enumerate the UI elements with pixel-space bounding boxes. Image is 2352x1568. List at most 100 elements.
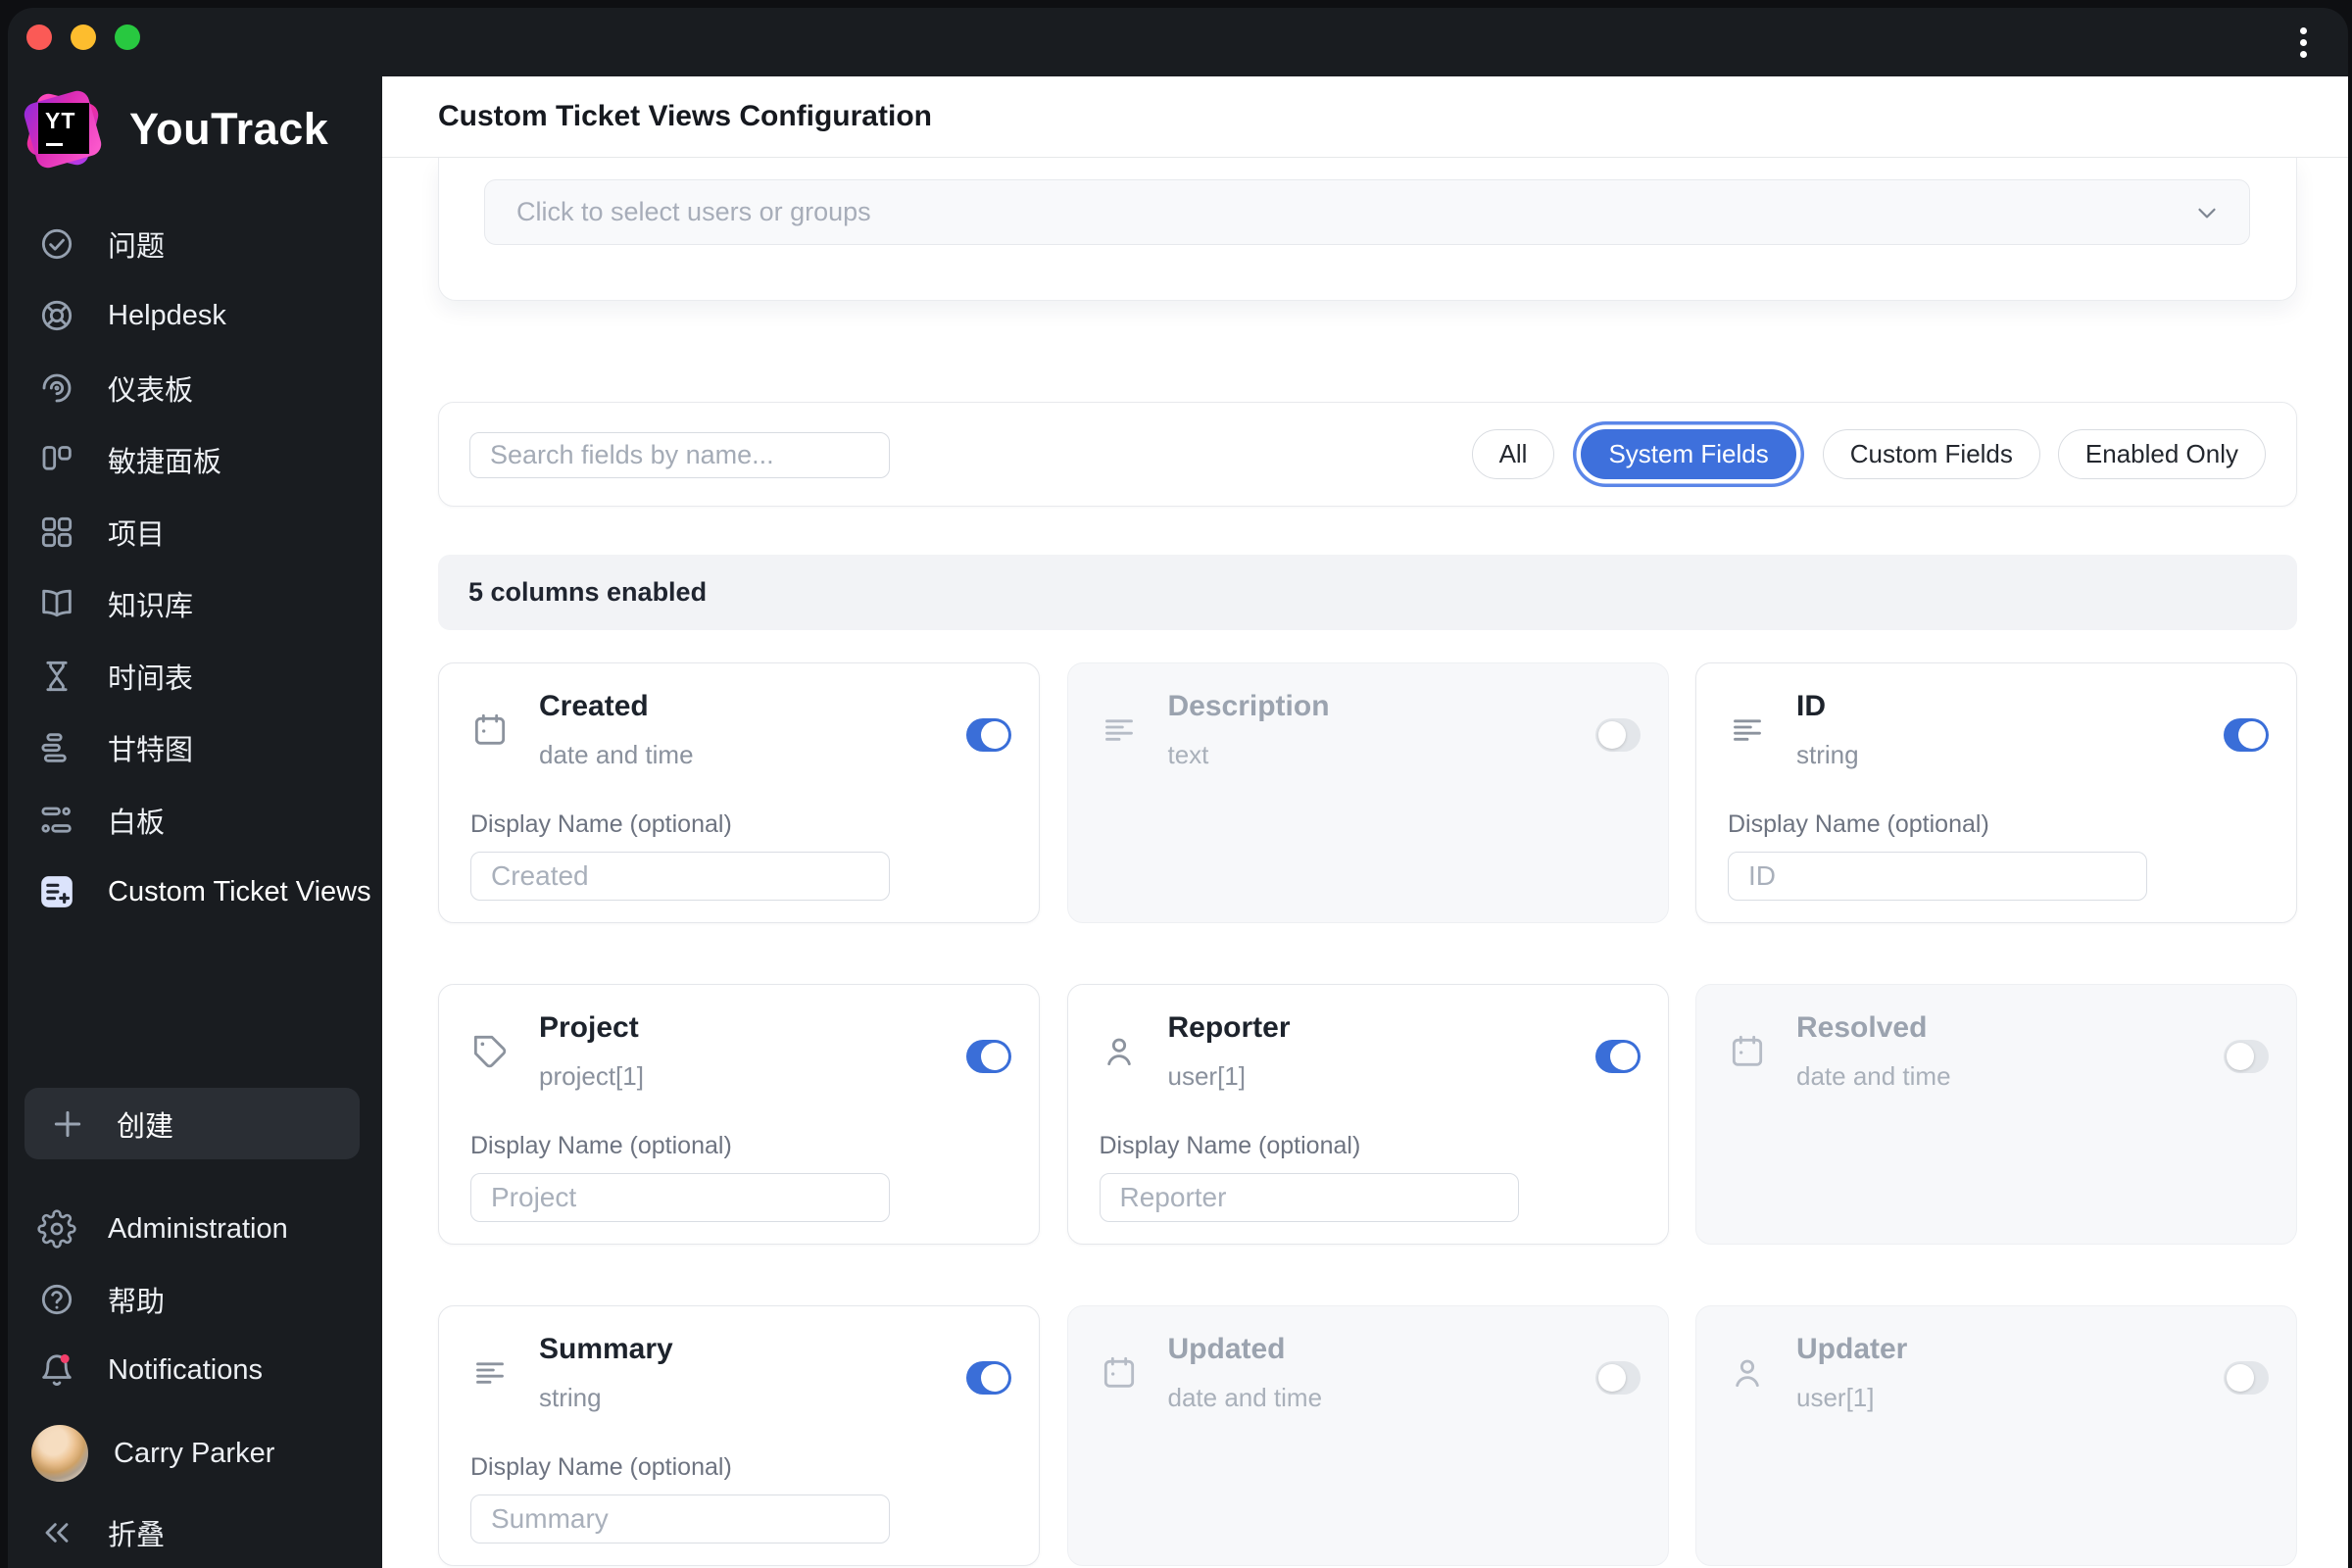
sidebar-item-administration[interactable]: Administration — [8, 1194, 382, 1264]
sidebar-item-label: 帮助 — [108, 1287, 166, 1318]
create-button[interactable]: 创建 — [24, 1088, 360, 1159]
titlebar — [8, 8, 2348, 76]
field-type: user[1] — [1796, 1383, 1875, 1412]
field-toggle[interactable] — [1594, 1040, 1641, 1073]
filter-custom-fields-button[interactable]: Custom Fields — [1822, 429, 2040, 479]
sidebar-item-label: Helpdesk — [108, 299, 226, 331]
sidebar-item-projects[interactable]: 项目 — [8, 496, 382, 568]
sidebar: YT YouTrack 问题 Helpdesk 仪表板 — [8, 76, 382, 1568]
page-title: Custom Ticket Views Configuration — [438, 100, 932, 132]
field-type: string — [1796, 740, 1859, 769]
search-fields-input[interactable] — [469, 432, 890, 478]
zoom-window-button[interactable] — [115, 24, 140, 50]
filter-system-fields-button[interactable]: System Fields — [1581, 429, 1796, 479]
page-header: Custom Ticket Views Configuration — [382, 76, 2348, 158]
sidebar-item-agile-boards[interactable]: 敏捷面板 — [8, 424, 382, 497]
field-type: text — [1167, 740, 1209, 769]
sidebar-item-label: 问题 — [108, 230, 166, 263]
fields-grid: Created date and time Display Name (opti… — [438, 662, 2297, 1566]
calendar-icon — [1728, 1032, 1767, 1071]
display-name-input[interactable] — [1099, 1173, 1519, 1222]
field-name: Updater — [1796, 1333, 1908, 1365]
text-lines-icon — [1728, 710, 1767, 750]
field-card-summary: Summary string Display Name (optional) — [438, 1305, 1040, 1566]
field-toggle[interactable] — [966, 1361, 1011, 1395]
collapse-icon — [37, 1513, 76, 1552]
sidebar-item-helpdesk[interactable]: Helpdesk — [8, 280, 382, 353]
field-type: user[1] — [1167, 1061, 1247, 1091]
sidebar-item-collapse[interactable]: 折叠 — [8, 1497, 382, 1568]
tag-icon — [470, 1032, 510, 1071]
display-name-input[interactable] — [470, 1173, 890, 1222]
field-type: string — [539, 1383, 602, 1412]
ticket-views-icon — [37, 872, 76, 911]
sidebar-item-whiteboard[interactable]: 白板 — [8, 784, 382, 857]
field-toggle[interactable] — [2224, 1040, 2269, 1073]
sidebar-bottom: 创建 Administration 帮助 Notifications — [8, 1088, 382, 1568]
create-button-label: 创建 — [117, 1110, 174, 1143]
field-toggle[interactable] — [1594, 1361, 1641, 1395]
sidebar-item-user-profile[interactable]: Carry Parker — [8, 1411, 382, 1495]
field-type: date and time — [1796, 1061, 1951, 1091]
field-name: Reporter — [1167, 1011, 1291, 1044]
field-toggle[interactable] — [966, 1040, 1011, 1073]
sidebar-item-gantt[interactable]: 甘特图 — [8, 712, 382, 785]
field-name: ID — [1796, 690, 1826, 722]
display-name-label: Display Name (optional) — [470, 1132, 732, 1159]
minimize-window-button[interactable] — [71, 24, 96, 50]
sidebar-nav: 问题 Helpdesk 仪表板 敏捷面板 — [8, 208, 382, 928]
display-name-input[interactable] — [470, 852, 890, 901]
sidebar-item-label: 白板 — [108, 807, 166, 839]
app-window: YT YouTrack 问题 Helpdesk 仪表板 — [8, 8, 2348, 1568]
display-name-label: Display Name (optional) — [1099, 1132, 1361, 1159]
user-group-select-card: Click to select users or groups — [438, 158, 2297, 301]
display-name-label: Display Name (optional) — [470, 810, 732, 838]
columns-enabled-text: 5 columns enabled — [468, 577, 708, 607]
traffic-lights — [26, 24, 140, 50]
field-toggle[interactable] — [1594, 718, 1641, 752]
sidebar-item-label: 敏捷面板 — [108, 447, 222, 479]
sidebar-item-help[interactable]: 帮助 — [8, 1264, 382, 1335]
field-toggle[interactable] — [2224, 718, 2269, 752]
field-type: project[1] — [539, 1061, 644, 1091]
filter-all-button[interactable]: All — [1471, 429, 1555, 479]
kebab-menu-icon[interactable] — [2283, 23, 2323, 62]
sidebar-item-dashboards[interactable]: 仪表板 — [8, 352, 382, 424]
close-window-button[interactable] — [26, 24, 52, 50]
user-name: Carry Parker — [114, 1437, 275, 1469]
field-toggle[interactable] — [2224, 1361, 2269, 1395]
user-group-select[interactable]: Click to select users or groups — [484, 179, 2250, 245]
field-name: Description — [1167, 690, 1330, 722]
sidebar-item-custom-ticket-views[interactable]: Custom Ticket Views — [8, 857, 382, 929]
agile-board-icon — [37, 440, 76, 479]
gantt-icon — [37, 728, 76, 767]
logo-text: YouTrack — [129, 104, 329, 154]
field-toggle[interactable] — [966, 718, 1011, 752]
sidebar-item-knowledge-base[interactable]: 知识库 — [8, 568, 382, 641]
sidebar-item-issues[interactable]: 问题 — [8, 208, 382, 280]
sidebar-item-notifications[interactable]: Notifications — [8, 1335, 382, 1405]
gauge-icon — [37, 368, 76, 408]
field-name: Updated — [1167, 1333, 1286, 1365]
display-name-input[interactable] — [470, 1494, 890, 1544]
bell-icon — [37, 1350, 76, 1390]
calendar-icon — [470, 710, 510, 750]
youtrack-logo: YT YouTrack — [21, 87, 329, 172]
main-content: Custom Ticket Views Configuration Click … — [382, 76, 2348, 1568]
lifebuoy-icon — [37, 296, 76, 335]
sidebar-item-label: Custom Ticket Views — [108, 875, 371, 907]
field-type: date and time — [539, 740, 694, 769]
field-card-updated: Updated date and time — [1066, 1305, 1669, 1566]
yt-badge: YT — [38, 103, 89, 154]
hourglass-icon — [37, 657, 76, 696]
display-name-input[interactable] — [1728, 852, 2147, 901]
user-icon — [1100, 1032, 1139, 1071]
field-name: Created — [539, 690, 649, 722]
sidebar-item-timesheets[interactable]: 时间表 — [8, 640, 382, 712]
field-card-reporter: Reporter user[1] Display Name (optional) — [1066, 984, 1669, 1245]
sidebar-item-label: 甘特图 — [108, 735, 194, 767]
filter-enabled-only-button[interactable]: Enabled Only — [2057, 429, 2266, 479]
field-card-created: Created date and time Display Name (opti… — [438, 662, 1040, 923]
check-circle-icon — [37, 224, 76, 264]
filter-buttons: All System Fields Custom Fields Enabled … — [1471, 403, 2266, 506]
